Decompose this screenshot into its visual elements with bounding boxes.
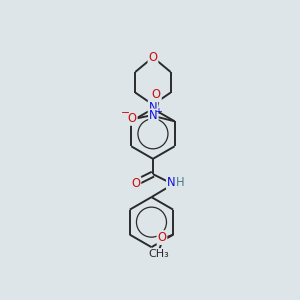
Text: N: N xyxy=(149,110,158,122)
Text: N: N xyxy=(167,176,176,189)
Text: −: − xyxy=(121,108,130,118)
Text: CH₃: CH₃ xyxy=(148,249,170,259)
Text: O: O xyxy=(158,231,166,244)
Text: O: O xyxy=(128,112,137,125)
Text: +: + xyxy=(155,107,163,116)
Text: O: O xyxy=(131,177,140,190)
Text: N: N xyxy=(148,101,157,114)
Text: O: O xyxy=(148,51,158,64)
Text: H: H xyxy=(176,176,184,190)
Text: O: O xyxy=(152,88,161,101)
